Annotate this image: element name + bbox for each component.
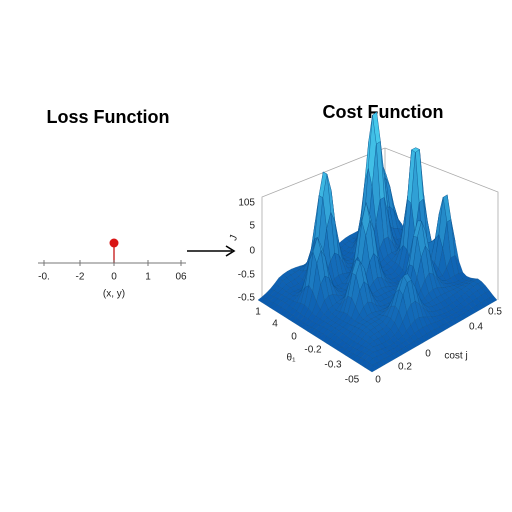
tick-label: -2: [76, 272, 85, 283]
loss-axis-label: (x, y): [103, 289, 125, 300]
theta-tick-label: -0.2: [304, 345, 322, 356]
tick-label: 0: [111, 272, 117, 283]
theta-tick-label: 1: [255, 307, 261, 318]
z-label: J: [228, 234, 240, 243]
theta-label: θ₁: [287, 353, 297, 364]
cost-tick-label: 0.5: [488, 307, 502, 318]
surface-cell: [367, 364, 377, 373]
z-tick-label: 5: [249, 221, 255, 232]
cost-tick-label: 0.4: [469, 322, 483, 333]
z-tick-label: 105: [238, 198, 255, 209]
theta-tick-label: 4: [272, 319, 278, 330]
cost-tick-label: 0: [375, 375, 381, 386]
cost-title: Cost Function: [323, 102, 444, 122]
z-tick-label: 0: [249, 246, 255, 257]
surface: [257, 111, 498, 373]
point: [109, 238, 119, 248]
tick-label: 1: [145, 272, 151, 283]
tick-label: -0.: [38, 272, 50, 283]
loss-title: Loss Function: [47, 107, 170, 127]
z-tick-label: -0.5: [238, 270, 256, 281]
z-tick-label: -0.5: [238, 293, 256, 304]
cost-tick-label: 0: [425, 349, 431, 360]
tick-label: 06: [175, 272, 187, 283]
arrow-head: [225, 245, 236, 257]
theta-tick-label: -0.3: [324, 360, 342, 371]
cost-label: cost j: [444, 351, 467, 362]
cost-tick-label: 0.2: [398, 362, 412, 373]
theta-tick-label: 0: [291, 332, 297, 343]
theta-tick-label: -05: [345, 375, 360, 386]
